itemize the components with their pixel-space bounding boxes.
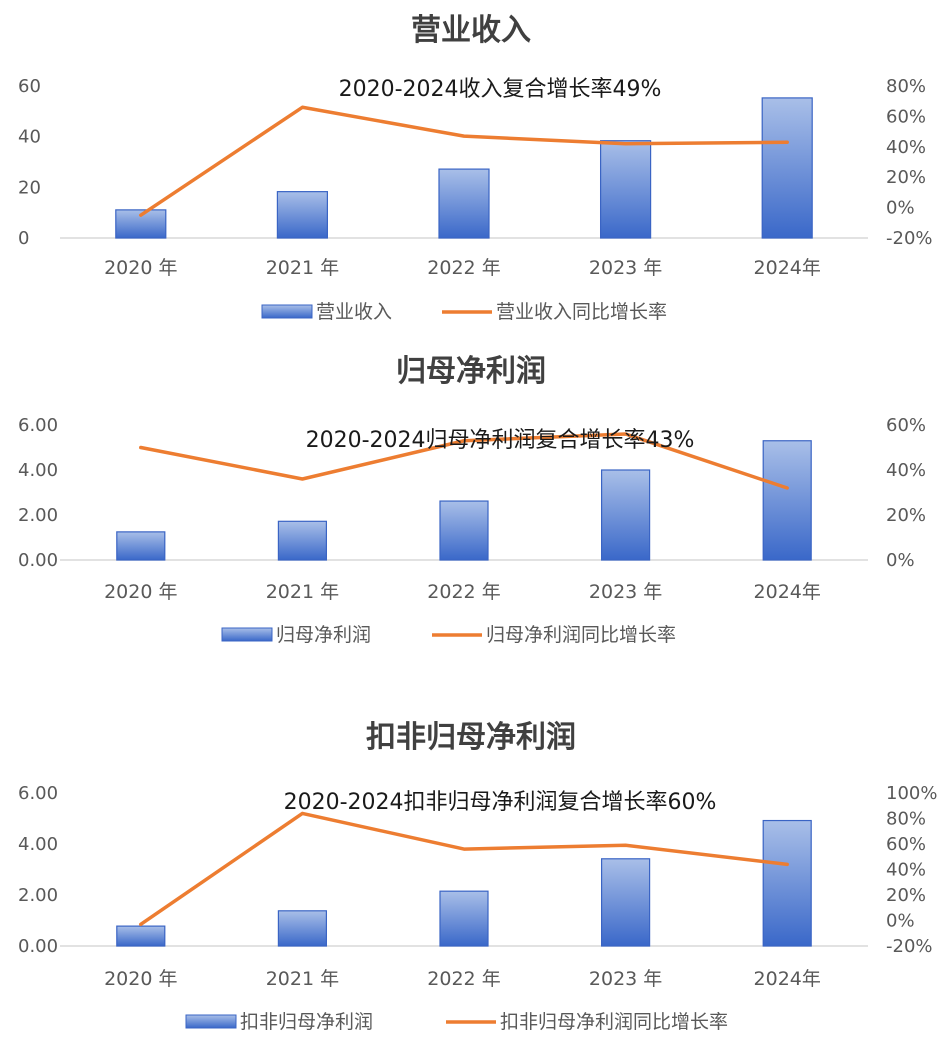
y-right-tick-label: 80%: [886, 809, 926, 830]
y-left-tick-label: 6.00: [18, 783, 58, 804]
y-left-tick-label: 4.00: [18, 834, 58, 855]
y-left-tick-label: 6.00: [18, 415, 58, 436]
y-left-tick-label: 2.00: [18, 885, 58, 906]
bar: [116, 925, 166, 947]
chart-title: 归母净利润: [396, 354, 546, 389]
x-tick-label: 2024年: [754, 257, 821, 279]
bar: [277, 520, 327, 561]
y-right-tick-label: -20%: [886, 228, 933, 249]
y-right-tick-label: 60%: [886, 415, 926, 436]
x-tick-label: 2023 年: [589, 257, 662, 279]
bar: [439, 890, 489, 947]
cagr-annotation: 2020-2024归母净利润复合增长率43%: [306, 428, 695, 453]
legend-line-label: 营业收入同比增长率: [496, 301, 667, 323]
legend-bar-swatch: [261, 304, 313, 319]
x-tick-label: 2022 年: [427, 581, 500, 603]
bar: [438, 168, 490, 239]
y-right-tick-label: 20%: [886, 167, 926, 188]
x-tick-label: 2020 年: [104, 257, 177, 279]
x-tick-label: 2023 年: [589, 968, 662, 990]
y-left-tick-label: 60: [18, 76, 41, 97]
cagr-annotation: 2020-2024扣非归母净利润复合增长率60%: [284, 790, 717, 815]
chart-1: 营业收入 0 20 40 60 -20% 0% 20% 40% 60% 80% 2020 年 2021 …: [18, 13, 933, 323]
y-left-tick-label: 0: [18, 228, 29, 249]
y-left-tick-label: 0.00: [18, 550, 58, 571]
legend-bar-swatch: [185, 1014, 237, 1029]
x-tick-label: 2022 年: [427, 257, 500, 279]
y-right-tick-label: 60%: [886, 834, 926, 855]
chart-title: 扣非归母净利润: [366, 720, 576, 755]
legend-bar-label: 扣非归母净利润: [240, 1011, 373, 1033]
y-left-tick-label: 0.00: [18, 936, 58, 957]
legend-bar-label: 归母净利润: [276, 624, 371, 646]
x-tick-label: 2021 年: [266, 968, 339, 990]
legend-bar-swatch: [221, 627, 273, 642]
legend-line-label: 归母净利润同比增长率: [486, 624, 676, 646]
y-right-tick-label: 80%: [886, 76, 926, 97]
y-right-tick-label: 100%: [886, 783, 937, 804]
cagr-annotation: 2020-2024收入复合增长率49%: [339, 77, 662, 102]
y-right-tick-label: 40%: [886, 860, 926, 881]
y-right-tick-label: 20%: [886, 505, 926, 526]
chart-3: 扣非归母净利润 0.00 2.00 4.00 6.00 -20% 0% 20% 40% 60% 80…: [18, 720, 937, 1033]
y-right-tick-label: 60%: [886, 106, 926, 127]
x-tick-label: 2022 年: [427, 968, 500, 990]
x-tick-label: 2021 年: [266, 581, 339, 603]
chart-title: 营业收入: [411, 13, 531, 48]
bar: [277, 910, 327, 947]
bar: [276, 191, 328, 239]
y-left-tick-label: 20: [18, 177, 41, 198]
y-right-tick-label: 40%: [886, 460, 926, 481]
y-right-tick-label: 20%: [886, 885, 926, 906]
legend-bar-label: 营业收入: [316, 301, 392, 323]
y-left-tick-label: 4.00: [18, 460, 58, 481]
bar: [116, 531, 166, 561]
legend-line-label: 扣非归母净利润同比增长率: [500, 1011, 728, 1033]
bar: [599, 140, 652, 239]
y-right-tick-label: -20%: [886, 936, 933, 957]
bar: [761, 97, 813, 239]
x-tick-label: 2020 年: [104, 581, 177, 603]
y-left-tick-label: 40: [18, 127, 41, 148]
bar: [762, 819, 812, 947]
bar: [600, 469, 651, 561]
x-tick-label: 2020 年: [104, 968, 177, 990]
bar: [600, 858, 651, 947]
x-tick-label: 2024年: [754, 968, 821, 990]
x-tick-label: 2024年: [754, 581, 821, 603]
y-left-tick-label: 2.00: [18, 505, 58, 526]
chart-2: 归母净利润 0.00 2.00 4.00 6.00 0% 20% 40% 60% 2020 年 20…: [18, 354, 926, 646]
x-tick-label: 2023 年: [589, 581, 662, 603]
y-right-tick-label: 40%: [886, 137, 926, 158]
y-right-tick-label: 0%: [886, 198, 915, 219]
bar: [762, 440, 812, 561]
x-tick-label: 2021 年: [266, 257, 339, 279]
bar: [439, 500, 489, 561]
y-right-tick-label: 0%: [886, 550, 915, 571]
y-right-tick-label: 0%: [886, 911, 915, 932]
